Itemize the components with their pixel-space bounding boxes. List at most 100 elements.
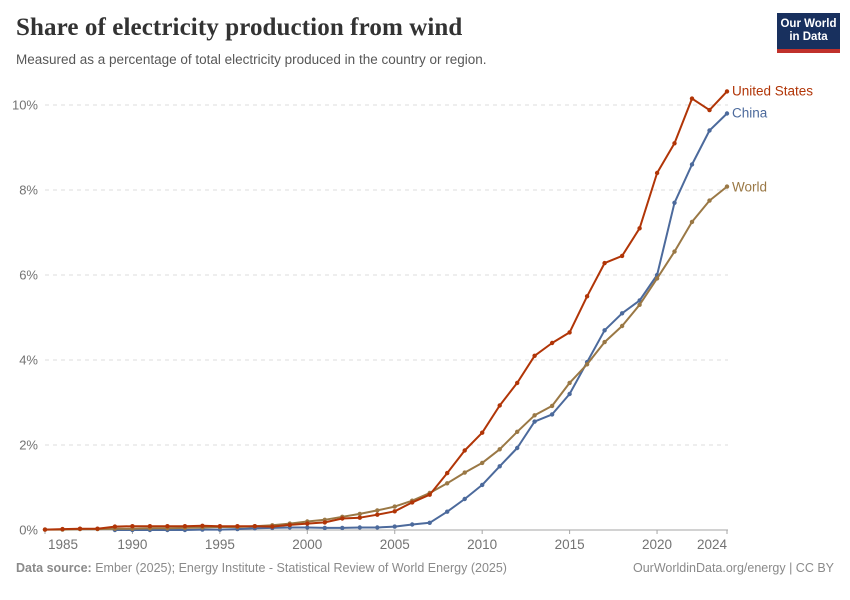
data-point-china[interactable]	[322, 525, 327, 531]
data-point-united-states[interactable]	[252, 524, 257, 529]
data-point-china[interactable]	[427, 520, 432, 525]
data-point-china[interactable]	[410, 522, 415, 527]
series-line-world[interactable]	[44, 185, 728, 531]
data-point-world[interactable]	[445, 481, 450, 486]
data-point-china[interactable]	[619, 311, 625, 316]
chart-title: Share of electricity production from win…	[16, 14, 463, 41]
y-tick-label: 6%	[19, 268, 38, 283]
series-china[interactable]	[112, 111, 730, 533]
data-point-united-states[interactable]	[497, 403, 502, 408]
data-point-china[interactable]	[515, 445, 520, 451]
data-point-united-states[interactable]	[60, 526, 65, 532]
owid-logo[interactable]: Our World in Data	[777, 13, 840, 53]
data-point-china[interactable]	[672, 200, 677, 205]
data-point-united-states[interactable]	[619, 253, 625, 259]
data-point-united-states[interactable]	[602, 260, 607, 266]
data-point-united-states[interactable]	[287, 522, 292, 528]
data-point-world[interactable]	[549, 403, 555, 409]
data-point-united-states[interactable]	[357, 515, 362, 520]
data-point-china[interactable]	[689, 162, 695, 167]
data-point-united-states[interactable]	[445, 470, 450, 476]
data-point-world[interactable]	[567, 380, 572, 386]
data-point-world[interactable]	[584, 362, 590, 367]
data-point-china[interactable]	[532, 419, 537, 424]
data-point-united-states[interactable]	[707, 107, 712, 113]
data-point-united-states[interactable]	[77, 526, 83, 531]
data-point-united-states[interactable]	[270, 524, 275, 529]
data-point-world[interactable]	[602, 339, 607, 345]
data-point-world[interactable]	[375, 508, 380, 513]
owid-url-license[interactable]: OurWorldinData.org/energy | CC BY	[632, 560, 834, 575]
data-point-world[interactable]	[707, 198, 712, 203]
series-label-world[interactable]: World	[732, 179, 768, 195]
data-point-united-states[interactable]	[200, 523, 205, 528]
data-point-united-states[interactable]	[427, 492, 432, 497]
series-line-united-states[interactable]	[44, 90, 728, 531]
data-point-china[interactable]	[549, 412, 555, 417]
data-point-united-states[interactable]	[549, 340, 555, 346]
data-point-united-states[interactable]	[182, 524, 188, 529]
data-point-united-states[interactable]	[410, 500, 415, 505]
data-point-china[interactable]	[392, 524, 397, 529]
data-point-world[interactable]	[724, 184, 730, 189]
data-point-world[interactable]	[480, 460, 485, 466]
data-point-china[interactable]	[480, 482, 485, 488]
data-point-united-states[interactable]	[637, 226, 642, 231]
data-point-world[interactable]	[654, 276, 660, 281]
data-point-united-states[interactable]	[95, 526, 100, 531]
data-point-united-states[interactable]	[235, 524, 240, 529]
data-point-china[interactable]	[724, 111, 730, 116]
data-point-united-states[interactable]	[130, 524, 135, 529]
y-tick-label: 8%	[19, 183, 38, 198]
series-line-china[interactable]	[113, 112, 728, 531]
data-point-united-states[interactable]	[654, 170, 660, 176]
data-point-china[interactable]	[340, 525, 345, 531]
x-tick-label: 2015	[555, 537, 585, 552]
data-point-united-states[interactable]	[672, 141, 677, 146]
data-point-world[interactable]	[392, 504, 397, 509]
data-point-world[interactable]	[689, 219, 695, 225]
data-point-china[interactable]	[357, 525, 362, 530]
data-point-world[interactable]	[672, 249, 677, 254]
data-point-united-states[interactable]	[392, 509, 397, 514]
data-point-united-states[interactable]	[584, 294, 590, 299]
data-point-world[interactable]	[497, 447, 502, 452]
series-world[interactable]	[42, 184, 730, 532]
series-label-china[interactable]: China	[732, 105, 768, 121]
data-point-united-states[interactable]	[340, 516, 345, 521]
data-point-united-states[interactable]	[165, 524, 170, 529]
data-point-world[interactable]	[462, 470, 467, 475]
data-point-united-states[interactable]	[515, 380, 520, 386]
series-label-united-states[interactable]: United States	[732, 83, 814, 99]
data-point-world[interactable]	[619, 323, 625, 329]
data-point-china[interactable]	[707, 128, 712, 133]
data-point-united-states[interactable]	[42, 527, 48, 532]
data-point-united-states[interactable]	[462, 448, 467, 453]
data-point-china[interactable]	[497, 464, 502, 469]
series-united-states[interactable]	[42, 89, 730, 532]
data-point-china[interactable]	[567, 391, 572, 397]
data-point-united-states[interactable]	[305, 521, 310, 526]
data-point-united-states[interactable]	[532, 353, 537, 358]
data-point-united-states[interactable]	[567, 330, 572, 335]
x-tick-label: 2010	[467, 537, 497, 552]
data-point-world[interactable]	[357, 511, 362, 517]
data-point-china[interactable]	[462, 496, 467, 502]
data-point-world[interactable]	[515, 429, 520, 434]
data-point-china[interactable]	[305, 525, 310, 530]
data-source-note: Data source: Ember (2025); Energy Instit…	[16, 561, 507, 575]
data-point-united-states[interactable]	[689, 96, 695, 101]
data-point-united-states[interactable]	[112, 524, 118, 529]
data-point-united-states[interactable]	[480, 430, 485, 435]
data-point-world[interactable]	[637, 302, 642, 307]
data-point-china[interactable]	[602, 328, 607, 333]
data-point-china[interactable]	[375, 525, 380, 530]
data-point-united-states[interactable]	[322, 520, 327, 525]
data-point-united-states[interactable]	[375, 512, 380, 517]
data-point-united-states[interactable]	[724, 89, 730, 94]
data-point-world[interactable]	[532, 413, 537, 418]
data-point-united-states[interactable]	[147, 524, 153, 529]
data-point-china[interactable]	[445, 509, 450, 514]
data-point-united-states[interactable]	[217, 524, 223, 529]
